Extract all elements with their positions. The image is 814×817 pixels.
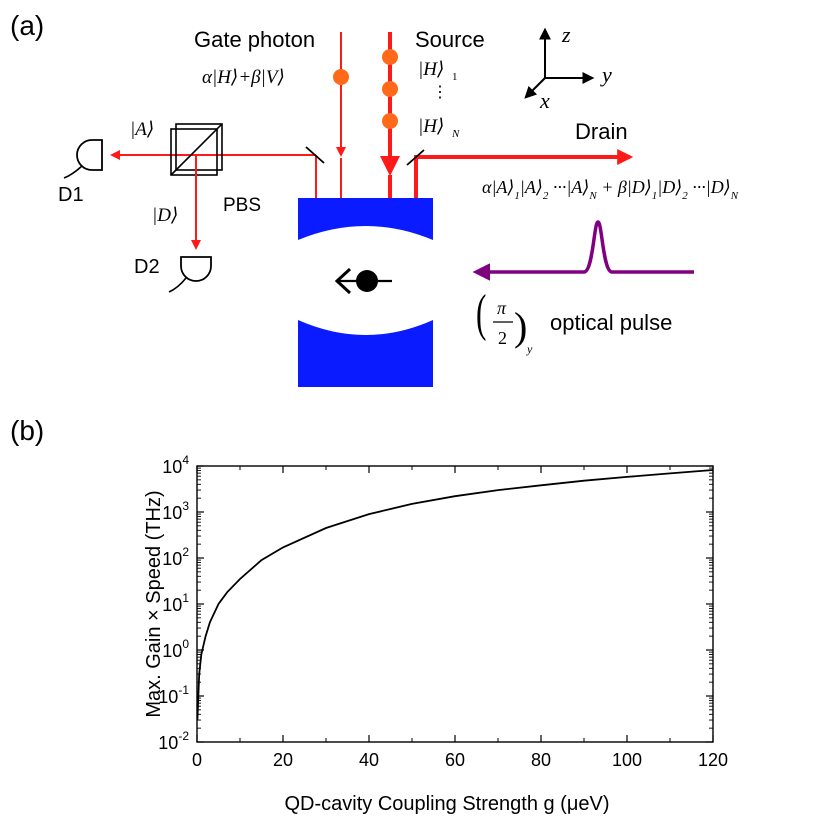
series-line-0 xyxy=(196,469,714,721)
source-vdots: ⋮ xyxy=(432,84,448,101)
state-d-label: |D⟩ xyxy=(152,205,178,226)
pulse-right-paren: ) xyxy=(514,304,527,349)
y-axis-label: Max. Gain × Speed (THz) xyxy=(143,490,165,717)
plot-frame xyxy=(196,465,714,743)
pulse-pi: π xyxy=(497,298,507,318)
x-tick-label: 0 xyxy=(192,750,202,770)
panel-a: (a) Gate photon α|H⟩+β|V⟩ Source |H⟩ 1 ⋮… xyxy=(10,10,739,387)
drain-state: α|A⟩1|A⟩2 ···|A⟩N + β|D⟩1|D⟩2 ···|D⟩N xyxy=(482,177,739,202)
gate-photon-label: Gate photon xyxy=(194,27,315,52)
detector-d1-icon xyxy=(63,139,103,179)
detector-d2-icon xyxy=(168,256,212,293)
cavity-top-mirror xyxy=(298,198,433,240)
y-tick-label: 10-1 xyxy=(158,683,189,707)
axis-x-label: x xyxy=(539,88,550,113)
x-tick-label: 100 xyxy=(612,750,642,770)
axis-triad: z y x xyxy=(524,22,612,113)
y-tick-label: 101 xyxy=(162,591,189,615)
pulse-sub: y xyxy=(526,342,533,356)
left-mirror xyxy=(305,146,325,164)
x-tick-label: 60 xyxy=(445,750,465,770)
source-dot-3 xyxy=(382,113,398,129)
chart: 0 20 40 60 80 100 120 10-2 10-1 100 101 102 103 104 QD… xyxy=(143,453,728,815)
source-dot-1 xyxy=(382,49,398,65)
drain-label: Drain xyxy=(575,119,628,144)
pbs-label: PBS xyxy=(223,195,261,216)
pbs-cube xyxy=(170,123,223,176)
y-tick-label: 102 xyxy=(162,545,189,569)
x-tick-label: 120 xyxy=(698,750,728,770)
x-tick-label: 80 xyxy=(531,750,551,770)
source-state-n: |H⟩ xyxy=(418,116,444,137)
pulse-two: 2 xyxy=(498,328,507,348)
panel-a-label: (a) xyxy=(10,10,44,41)
source-state-1: |H⟩ xyxy=(418,59,444,80)
y-tick-label: 104 xyxy=(162,453,189,477)
x-axis-label: QD-cavity Coupling Strength g (μeV) xyxy=(285,793,610,815)
state-a-label: |A⟩ xyxy=(130,119,154,140)
source-dot-2 xyxy=(382,81,398,97)
y-tick-label: 10-2 xyxy=(158,729,189,753)
optical-pulse-label: optical pulse xyxy=(550,310,672,335)
pulse-left-paren: ( xyxy=(476,285,486,342)
pulse-area-label: ( π 2 ) y xyxy=(476,285,533,356)
panel-b: (b) 0 20 40 60 80 100 120 10-2 10-1 100 101 102 103 1… xyxy=(10,415,728,815)
d1-label: D1 xyxy=(58,184,84,206)
x-tick-label: 40 xyxy=(359,750,379,770)
axis-z-label: z xyxy=(561,22,571,47)
d2-label: D2 xyxy=(134,256,160,278)
cavity-bottom-mirror xyxy=(298,320,433,387)
source-state-n-sub: N xyxy=(451,128,460,140)
y-tick-label: 103 xyxy=(162,499,189,523)
drain-mirror xyxy=(406,149,425,166)
optical-pulse-arrow xyxy=(472,220,694,281)
source-state-1-sub: 1 xyxy=(452,71,458,83)
quantum-dot-spin-icon xyxy=(334,267,392,295)
y-tick-label: 100 xyxy=(162,637,189,661)
gate-photon-state: α|H⟩+β|V⟩ xyxy=(202,67,285,88)
gate-photon-dot xyxy=(333,69,349,85)
x-tick-label: 20 xyxy=(273,750,293,770)
source-label: Source xyxy=(415,27,485,52)
panel-b-label: (b) xyxy=(10,415,44,446)
axis-y-label: y xyxy=(600,62,612,87)
